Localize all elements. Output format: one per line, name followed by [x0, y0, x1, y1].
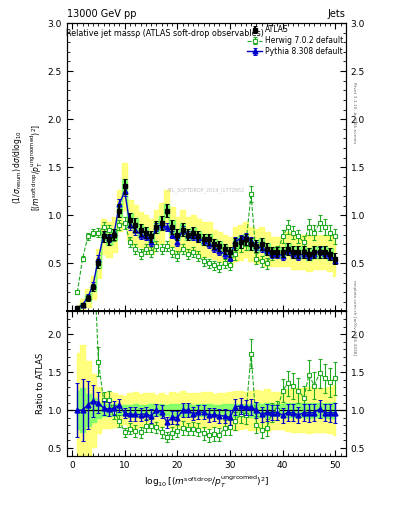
Text: Relative jet massρ (ATLAS soft-drop observables): Relative jet massρ (ATLAS soft-drop obse… [66, 29, 263, 38]
Text: 13000 GeV pp: 13000 GeV pp [67, 9, 136, 19]
Y-axis label: $(1/\sigma_{\rm resum})\,{\rm d}\sigma/{\rm d}\log_{10}$
$[(m^{\rm soft\,drop}/p: $(1/\sigma_{\rm resum})\,{\rm d}\sigma/{… [11, 124, 45, 211]
Text: Rivet 3.1.10, ≥ 400k events: Rivet 3.1.10, ≥ 400k events [352, 82, 356, 143]
Legend: ATLAS, Herwig 7.0.2 default, Pythia 8.308 default: ATLAS, Herwig 7.0.2 default, Pythia 8.30… [247, 25, 343, 56]
Y-axis label: Ratio to ATLAS: Ratio to ATLAS [36, 353, 45, 414]
Text: Jets: Jets [328, 9, 346, 19]
X-axis label: $\log_{10}[(m^{\rm soft\,drop}/p_T^{\rm ungroomed})^2]$: $\log_{10}[(m^{\rm soft\,drop}/p_T^{\rm … [143, 474, 269, 490]
Text: mcplots.cern.ch [arXiv:1306.3438]: mcplots.cern.ch [arXiv:1306.3438] [352, 280, 356, 355]
Text: ATL_SOFTDROP_2019_I1772952: ATL_SOFTDROP_2019_I1772952 [167, 187, 245, 193]
